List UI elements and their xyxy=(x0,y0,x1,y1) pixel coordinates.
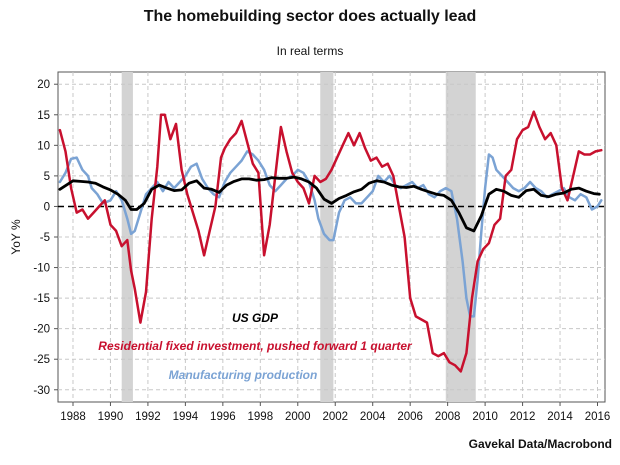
x-tick-label: 2006 xyxy=(397,411,423,423)
x-tick-label: 1988 xyxy=(60,411,86,423)
y-tick-label: 20 xyxy=(37,79,50,91)
x-tick-label: 2014 xyxy=(547,411,573,423)
x-tick-label: 2002 xyxy=(322,411,348,423)
chart-subtitle: In real terms xyxy=(276,44,344,58)
source-credit: Gavekal Data/Macrobond xyxy=(468,437,612,451)
y-tick-label: 0 xyxy=(44,201,50,213)
annotation-gdp: US GDP xyxy=(232,311,279,325)
x-tick-label: 1990 xyxy=(98,411,124,423)
x-tick-label: 1992 xyxy=(135,411,161,423)
y-tick-label: 15 xyxy=(37,110,50,122)
x-tick-label: 2016 xyxy=(585,411,611,423)
y-tick-label: -5 xyxy=(40,232,50,244)
x-tick-label: 1998 xyxy=(248,411,274,423)
x-tick-label: 1996 xyxy=(210,411,236,423)
y-tick-label: 5 xyxy=(44,171,50,183)
y-tick-label: -20 xyxy=(33,324,50,336)
annotation-residential: Residential fixed investment, pushed for… xyxy=(98,339,413,353)
x-tick-label: 2008 xyxy=(435,411,461,423)
y-tick-label: 10 xyxy=(37,140,50,152)
x-tick-label: 2012 xyxy=(510,411,536,423)
recession-band xyxy=(121,72,133,402)
x-tick-label: 2010 xyxy=(472,411,498,423)
y-tick-label: -25 xyxy=(33,354,50,366)
y-axis-label: YoY % xyxy=(9,219,23,255)
series-line-residential xyxy=(58,110,603,373)
x-tick-label: 2000 xyxy=(285,411,311,423)
series-line-gdp xyxy=(58,175,601,233)
x-tick-label: 1994 xyxy=(173,411,199,423)
y-tick-label: -15 xyxy=(33,293,50,305)
y-tick-label: -30 xyxy=(33,385,50,397)
x-tick-label: 2004 xyxy=(360,411,386,423)
chart-title: The homebuilding sector does actually le… xyxy=(143,8,477,25)
y-tick-label: -10 xyxy=(33,263,50,275)
annotation-manufacturing: Manufacturing production xyxy=(169,368,318,382)
